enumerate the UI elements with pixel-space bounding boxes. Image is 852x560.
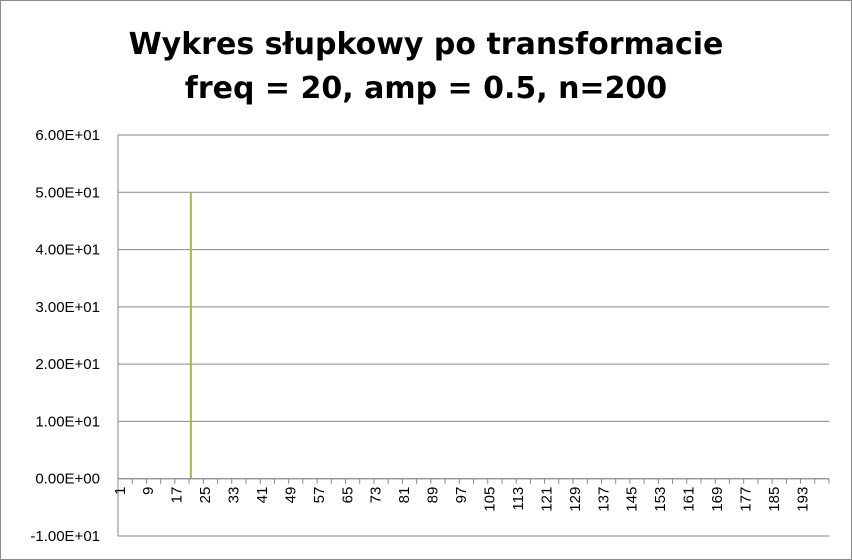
y-tick-label: 2.00E+01 <box>35 356 100 373</box>
x-tick-label: 153 <box>652 487 669 512</box>
x-tick-label: 73 <box>368 487 385 504</box>
y-tick-label: 5.00E+01 <box>35 184 100 201</box>
x-tick-label: 145 <box>624 487 641 512</box>
chart-subtitle: freq = 20, amp = 0.5, n=200 <box>184 71 668 106</box>
x-tick-label: 113 <box>510 487 527 511</box>
x-tick-label: 137 <box>595 487 612 512</box>
x-tick-label: 49 <box>282 487 299 504</box>
y-tick-label: 3.00E+01 <box>35 299 100 316</box>
x-tick-label: 81 <box>396 487 413 504</box>
x-tick-label: 121 <box>538 487 555 512</box>
bar <box>189 192 192 479</box>
x-tick-label: 105 <box>481 487 498 512</box>
x-tick-label: 9 <box>140 487 157 495</box>
chart-title: Wykres słupkowy po transformacie <box>128 27 724 62</box>
gridlines <box>118 134 829 537</box>
x-tick-label: 89 <box>425 487 442 504</box>
x-tick-label: 1 <box>112 487 129 495</box>
x-tick-label: 33 <box>226 487 243 504</box>
bars <box>189 192 192 479</box>
x-tick-label: 129 <box>567 487 584 512</box>
x-tick-label: 193 <box>794 487 811 512</box>
x-tick-label: 185 <box>766 487 783 512</box>
axes <box>117 135 830 536</box>
y-axis-tick-labels: 6.00E+01 5.00E+01 4.00E+01 3.00E+01 2.00E+01… <box>30 127 100 545</box>
y-tick-label: 4.00E+01 <box>35 242 100 259</box>
x-tick-label: 41 <box>254 487 271 504</box>
chart-title-block: Wykres słupkowy po transformacie freq = … <box>1 23 851 111</box>
x-tick-label: 17 <box>169 487 186 504</box>
x-tick-label: 169 <box>709 487 726 512</box>
x-tick-label: 177 <box>737 487 754 512</box>
x-tick-label: 65 <box>339 487 356 504</box>
x-tick-label: 161 <box>681 487 698 512</box>
y-tick-label: -1.00E+01 <box>30 528 100 545</box>
y-tick-label: 1.00E+01 <box>35 413 100 430</box>
x-tick-label: 97 <box>453 487 470 504</box>
y-tick-label: 0.00E+00 <box>35 471 100 488</box>
x-tick-label: 57 <box>311 487 328 504</box>
y-tick-label: 6.00E+01 <box>35 127 100 144</box>
x-tick-label: 25 <box>197 487 214 504</box>
x-axis-tick-labels: 1 9 17 25 33 41 49 57 65 73 81 89 97 105 113 121 129 137 1… <box>112 487 812 512</box>
